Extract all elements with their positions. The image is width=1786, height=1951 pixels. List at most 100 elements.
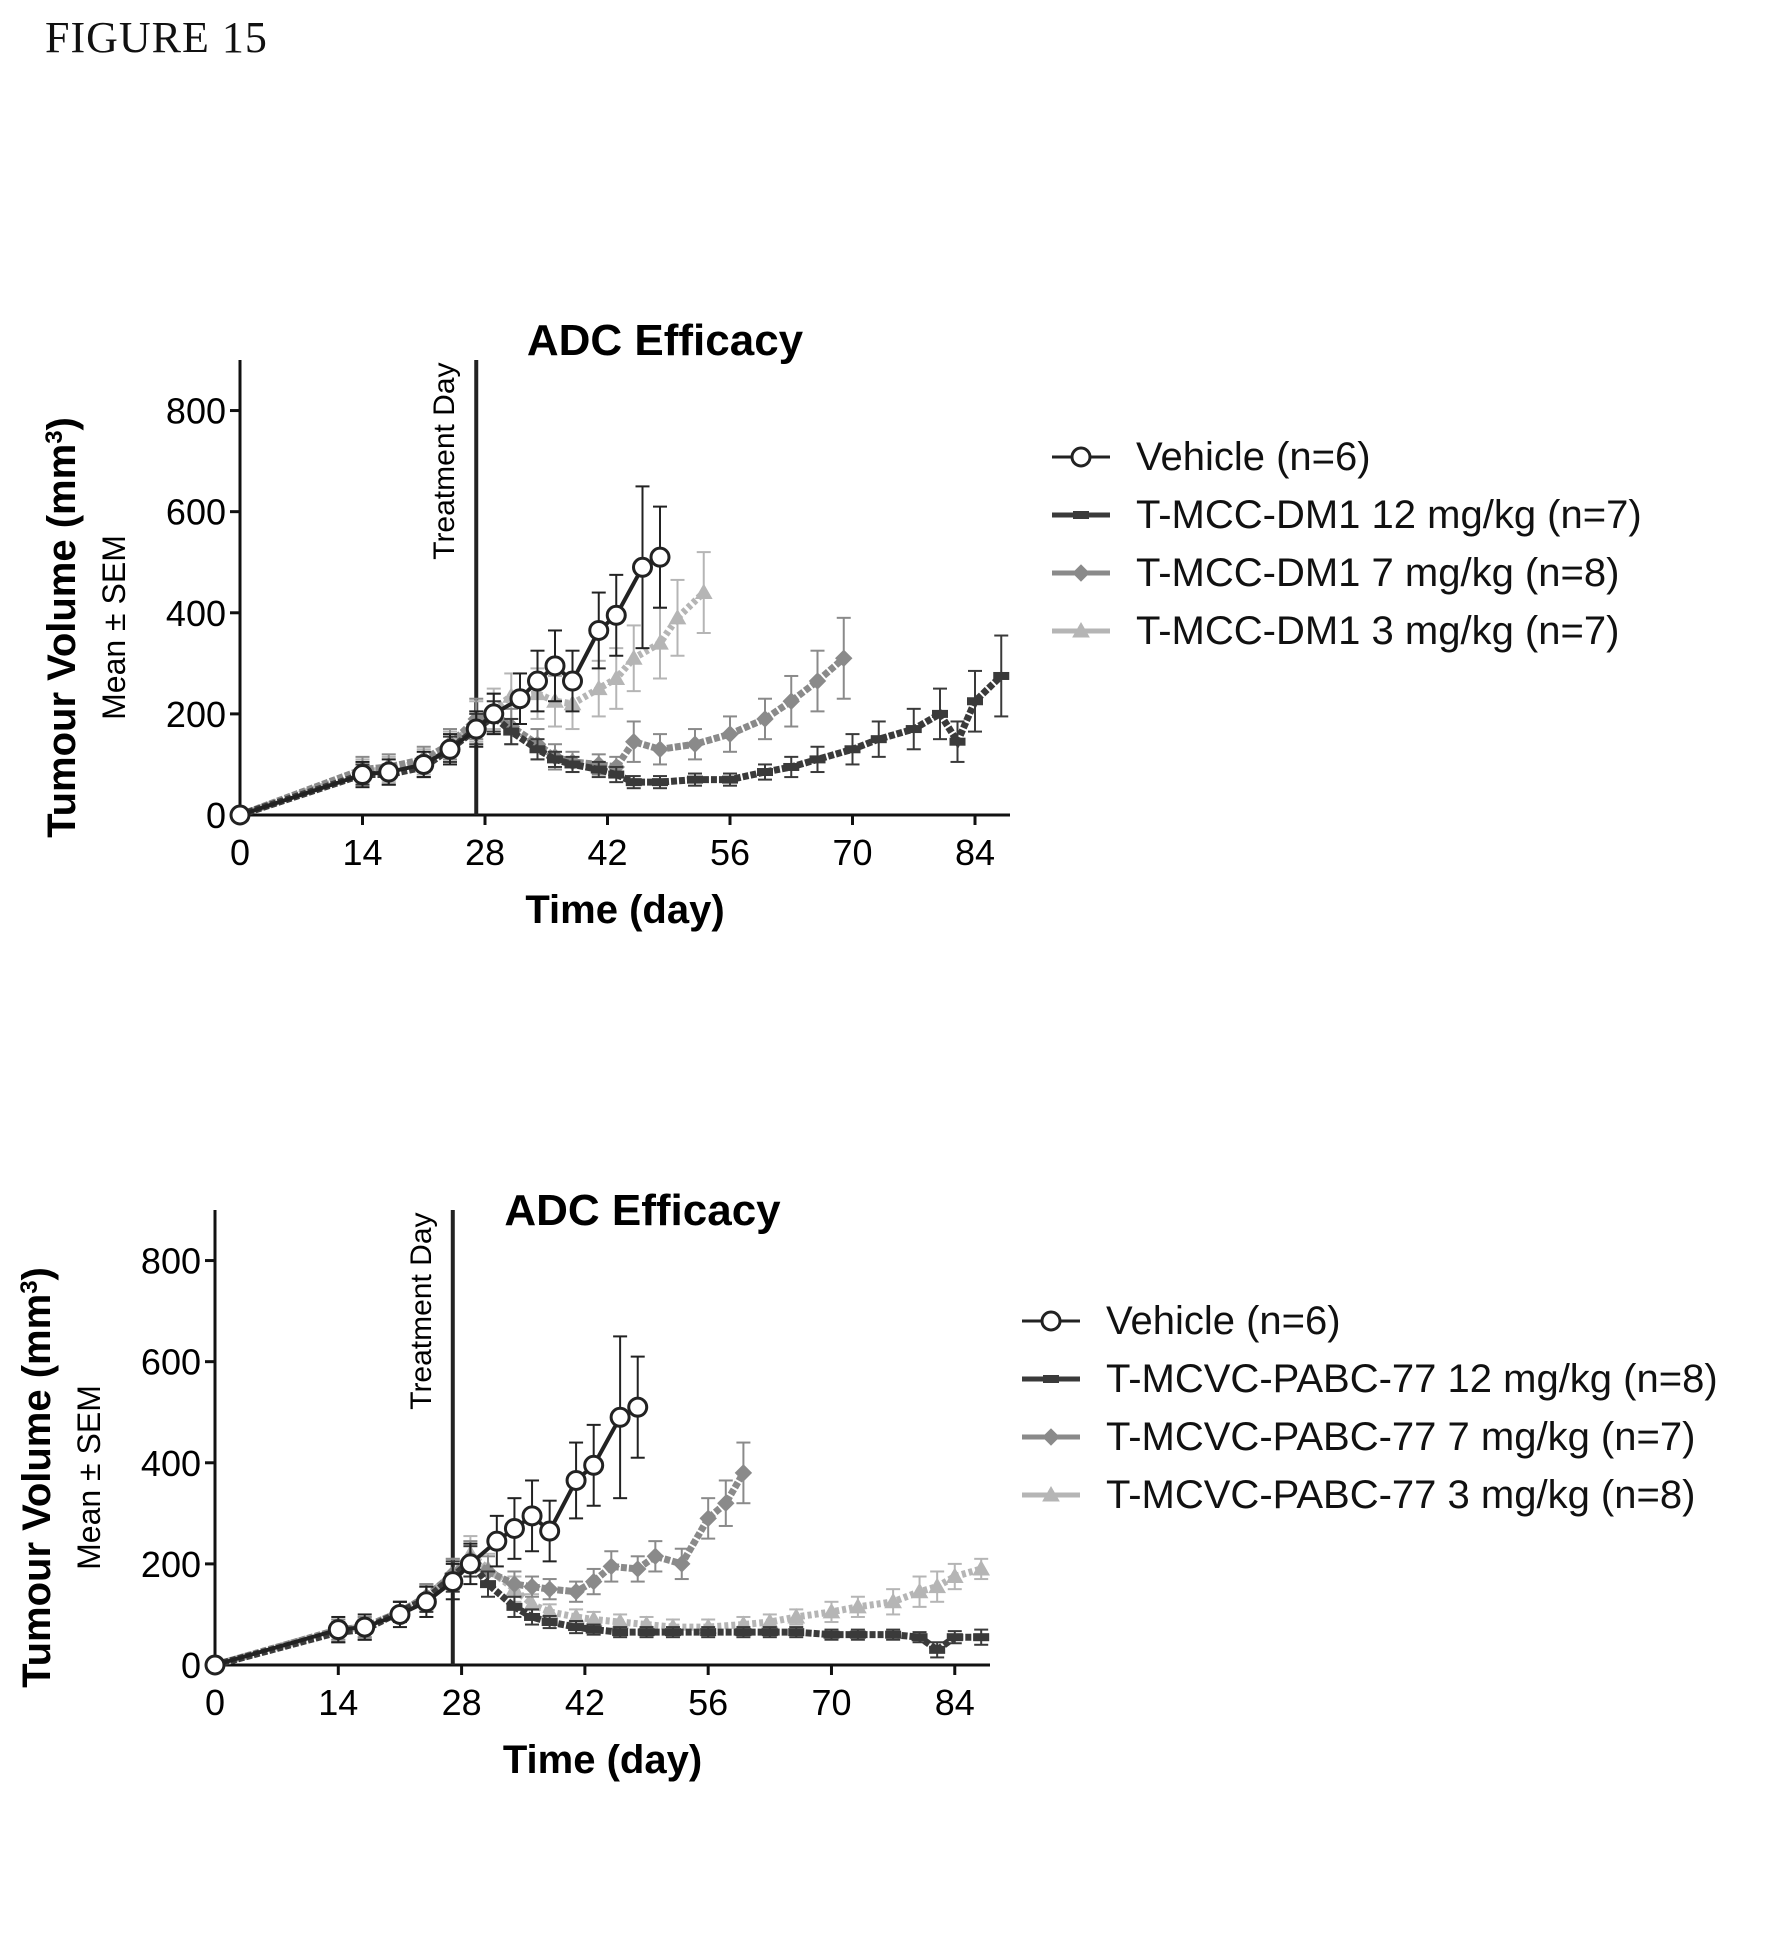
series-line bbox=[238, 673, 1004, 819]
y-axis-label-superscript: 3 bbox=[16, 1280, 43, 1293]
data-point bbox=[540, 1580, 559, 1598]
data-point bbox=[459, 1553, 481, 1575]
data-point bbox=[541, 1618, 558, 1627]
legend-label: Vehicle (n=6) bbox=[1136, 434, 1371, 479]
data-point bbox=[756, 710, 774, 728]
data-point bbox=[609, 1406, 631, 1428]
data-point bbox=[949, 737, 966, 746]
data-point bbox=[602, 1557, 621, 1576]
data-point bbox=[605, 604, 627, 626]
y-axis-label: Tumour Volume (mm3) bbox=[15, 1267, 59, 1688]
data-point bbox=[722, 775, 738, 784]
data-point bbox=[734, 1464, 753, 1482]
data-point bbox=[413, 753, 435, 775]
y-axis-sublabel: Mean ± SEM bbox=[71, 1385, 107, 1570]
data-point bbox=[911, 1633, 928, 1642]
legend-swatch-marker bbox=[1070, 446, 1092, 468]
x-tick-label: 84 bbox=[935, 1682, 975, 1723]
x-tick-label: 70 bbox=[832, 832, 872, 873]
legend-item: Vehicle (n=6) bbox=[1050, 428, 1642, 486]
x-tick-label: 14 bbox=[318, 1682, 358, 1723]
legend-swatch-marker bbox=[1043, 1375, 1059, 1383]
data-point bbox=[629, 1560, 647, 1578]
data-point bbox=[782, 692, 800, 710]
data-point bbox=[808, 672, 827, 690]
data-point bbox=[849, 1597, 867, 1614]
data-point bbox=[967, 697, 983, 706]
data-point bbox=[389, 1603, 411, 1625]
legend-label: T-MCVC-PABC-77 7 mg/kg (n=7) bbox=[1106, 1414, 1696, 1459]
data-point bbox=[327, 1619, 349, 1641]
data-point bbox=[788, 1628, 805, 1637]
data-point bbox=[835, 649, 853, 667]
legend-swatch bbox=[1052, 511, 1110, 519]
legend-item: T-MCVC-PABC-77 12 mg/kg (n=8) bbox=[1020, 1350, 1718, 1408]
data-point bbox=[527, 670, 548, 692]
legend-1: Vehicle (n=6) T-MCC-DM1 12 mg/kg (n=7) T-M… bbox=[1050, 428, 1642, 660]
y-axis-sublabel: Mean ± SEM bbox=[96, 535, 132, 720]
legend-item: Vehicle (n=6) bbox=[1020, 1292, 1718, 1350]
series-line bbox=[214, 1548, 983, 1669]
y-tick-label: 200 bbox=[166, 694, 226, 735]
chart-2: ADC Efficacy 0 200 400 600 800 0 14 28 42 56 70 84 Ti… bbox=[15, 1186, 991, 1782]
data-point bbox=[585, 1625, 602, 1634]
y-tick-label: 800 bbox=[141, 1241, 201, 1282]
data-point bbox=[668, 608, 687, 625]
data-point bbox=[612, 1628, 629, 1637]
data-point bbox=[649, 546, 671, 568]
series-0 bbox=[229, 485, 671, 826]
legend-swatch-marker bbox=[1072, 621, 1090, 638]
data-point bbox=[607, 669, 626, 685]
y-axis-label-superscript: 3 bbox=[41, 430, 68, 443]
chart-title: ADC Efficacy bbox=[527, 316, 804, 365]
y-tick-label: 600 bbox=[166, 492, 226, 533]
legend-swatch-marker bbox=[1073, 511, 1089, 519]
data-point bbox=[506, 1602, 523, 1611]
data-point bbox=[625, 778, 642, 787]
legend-swatch bbox=[1052, 621, 1110, 638]
data-point bbox=[757, 768, 773, 777]
legend-2: Vehicle (n=6) T-MCVC-PABC-77 12 mg/kg (n=… bbox=[1020, 1292, 1718, 1524]
y-tick-label: 0 bbox=[206, 795, 226, 836]
data-point bbox=[945, 1567, 964, 1584]
series-2 bbox=[231, 616, 853, 824]
data-point bbox=[699, 1509, 717, 1528]
data-point bbox=[583, 1454, 605, 1476]
data-point bbox=[673, 1555, 691, 1573]
data-point bbox=[544, 655, 566, 677]
x-tick-label: 56 bbox=[710, 832, 750, 873]
data-point bbox=[439, 738, 461, 760]
data-point bbox=[822, 1602, 841, 1619]
data-point bbox=[993, 671, 1010, 680]
x-tick-label: 28 bbox=[442, 1682, 482, 1723]
series-1 bbox=[232, 634, 1010, 819]
data-point bbox=[844, 745, 861, 754]
data-point bbox=[480, 1580, 497, 1589]
x-tick-label: 0 bbox=[205, 1682, 225, 1723]
figure-label: FIGURE 15 bbox=[45, 13, 268, 62]
legend-label: T-MCVC-PABC-77 3 mg/kg (n=8) bbox=[1106, 1472, 1696, 1517]
data-point bbox=[946, 1633, 963, 1642]
treatment-day-label: Treatment Day bbox=[428, 362, 461, 559]
data-point bbox=[529, 745, 546, 754]
legend-swatch-marker bbox=[1042, 1428, 1060, 1446]
data-point bbox=[632, 556, 653, 578]
y-tick-label: 200 bbox=[141, 1544, 201, 1585]
data-point bbox=[651, 634, 669, 650]
y-tick-label: 0 bbox=[181, 1645, 201, 1686]
data-point bbox=[521, 1505, 543, 1527]
data-point bbox=[638, 1628, 655, 1637]
data-point bbox=[584, 1572, 603, 1591]
data-point bbox=[687, 775, 703, 784]
legend-item: T-MCC-DM1 12 mg/kg (n=7) bbox=[1050, 486, 1642, 544]
data-point bbox=[787, 1607, 806, 1624]
x-axis-label: Time (day) bbox=[503, 1738, 702, 1782]
data-point bbox=[524, 1612, 541, 1621]
data-point bbox=[229, 804, 251, 826]
legend-swatch-marker bbox=[1042, 1485, 1060, 1502]
data-point bbox=[568, 1623, 585, 1632]
x-axis-label: Time (day) bbox=[525, 888, 724, 932]
data-point bbox=[378, 761, 400, 783]
data-point bbox=[539, 1520, 561, 1542]
data-point bbox=[503, 1518, 525, 1539]
